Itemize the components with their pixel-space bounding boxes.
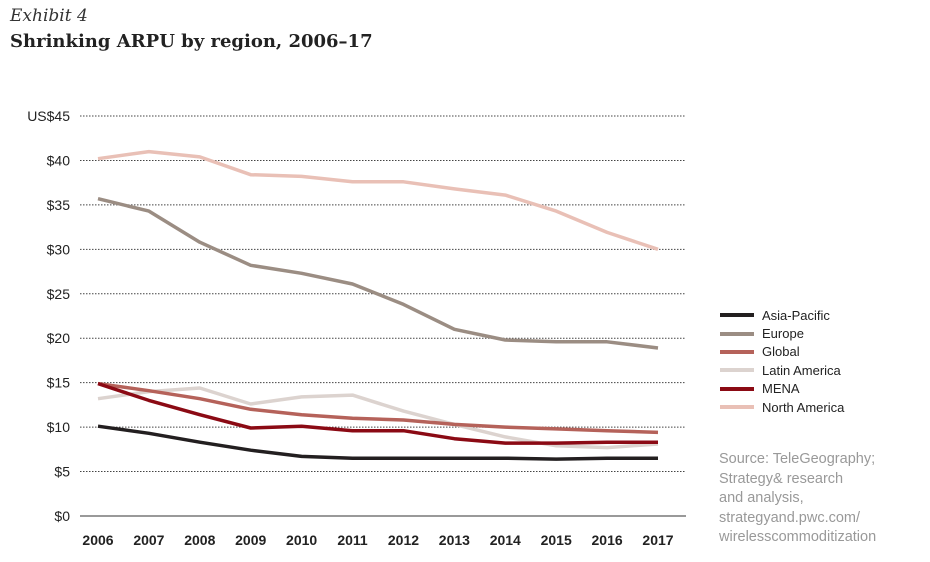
legend-label: Latin America [762, 362, 841, 378]
x-tick-label: 2016 [592, 532, 623, 548]
exhibit-label: Exhibit 4 [10, 6, 88, 26]
series-line-latin-america [97, 386, 659, 450]
x-tick-label: 2012 [388, 532, 419, 548]
y-tick-label: $15 [47, 375, 71, 391]
legend-item: North America [720, 398, 844, 416]
x-tick-label: 2011 [337, 532, 368, 548]
series-line-asia-pacific [97, 424, 658, 461]
x-tick-label: 2009 [235, 532, 266, 548]
legend-label: Europe [762, 326, 804, 342]
y-tick-label: $25 [47, 286, 71, 302]
legend-swatch [720, 368, 754, 373]
x-tick-label: 2006 [82, 532, 113, 548]
legend: Asia-Pacific Europe Global Latin America MEN… [720, 306, 844, 416]
legend-swatch [720, 405, 754, 410]
legend-item: Latin America [720, 361, 844, 379]
legend-item: Asia-Pacific [720, 306, 844, 324]
legend-swatch [720, 313, 754, 318]
legend-label: MENA [762, 381, 800, 397]
y-tick-label: $0 [54, 508, 70, 524]
x-tick-label: 2007 [133, 532, 164, 548]
source-line: strategyand.pwc.com/ [719, 509, 861, 526]
legend-swatch [720, 349, 754, 354]
x-tick-label: 2015 [541, 532, 572, 548]
source-line: Strategy& research [719, 470, 844, 487]
x-tick-label: 2010 [286, 532, 317, 548]
series-line-north-america [97, 149, 659, 251]
y-tick-label: $5 [54, 464, 70, 480]
x-tick-label: 2017 [642, 532, 673, 548]
x-tick-label: 2014 [490, 532, 521, 548]
y-tick-label: $35 [47, 197, 71, 213]
chart-title: Shrinking ARPU by region, 2006–17 [10, 31, 373, 52]
x-tick-label: 2008 [184, 532, 215, 548]
source-line: Source: TeleGeography; [719, 451, 876, 467]
legend-swatch [720, 331, 754, 336]
y-tick-label: US$45 [27, 108, 70, 124]
series-line-europe [97, 196, 659, 350]
legend-label: North America [762, 399, 845, 415]
source-note: Source: TeleGeography; Strategy& researc… [719, 450, 876, 548]
x-tick-label: 2013 [439, 532, 470, 548]
legend-swatch [720, 386, 754, 391]
y-tick-label: $30 [47, 241, 71, 257]
legend-label: Asia-Pacific [762, 307, 830, 323]
y-tick-label: $20 [47, 330, 71, 346]
series-line-global [97, 381, 659, 435]
series-line-mena [97, 381, 658, 445]
legend-item: Europe [720, 324, 844, 342]
y-tick-label: $40 [47, 152, 71, 168]
legend-item: Global [720, 343, 844, 361]
y-tick-label: $10 [47, 419, 71, 435]
source-line: wirelesscommoditization [719, 529, 877, 545]
legend-label: Global [762, 344, 800, 360]
legend-item: MENA [720, 380, 844, 398]
source-line: and analysis, [719, 490, 804, 506]
